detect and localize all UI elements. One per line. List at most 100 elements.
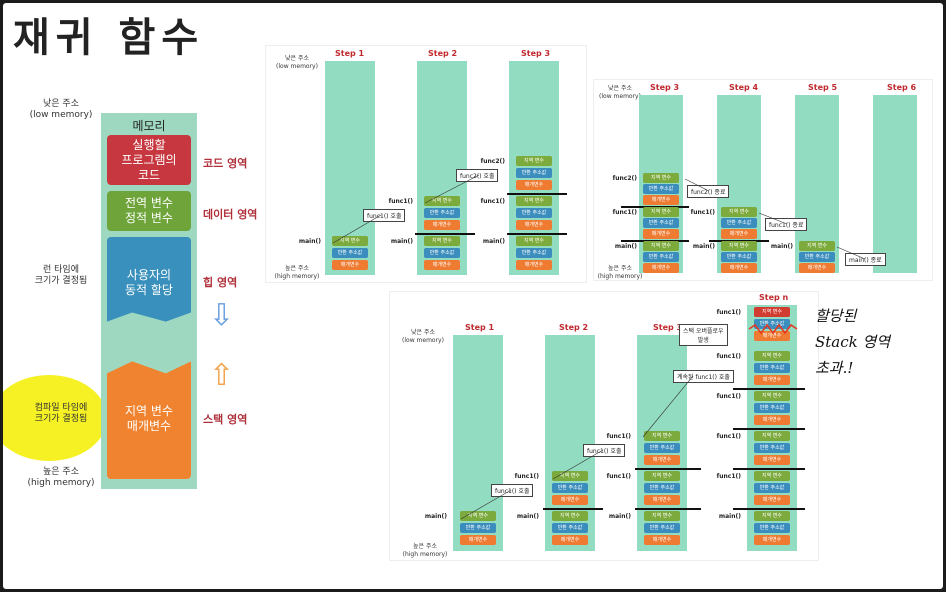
code-segment: 실행할 프로그램의 코드 [107, 135, 191, 185]
panel-b-step-5: Step 5 [808, 83, 838, 92]
func-label-func1: func1() [606, 433, 631, 440]
frame-return: 반환 주소값 [643, 218, 679, 228]
frame-local: 지역 변수 [799, 241, 835, 251]
frame-return: 반환 주소값 [332, 248, 368, 258]
frame-divider [415, 233, 475, 235]
frame-local: 지역 변수 [754, 391, 790, 401]
frame-return: 반환 주소값 [424, 248, 460, 258]
frame-param: 매개변수 [332, 260, 368, 270]
func-label-main: main() [424, 513, 447, 520]
frame-local: 지역 변수 [644, 511, 680, 521]
func-label-func2: func2() [612, 175, 637, 182]
func-label-func1: func1() [690, 209, 715, 216]
func-label-func1: func1() [716, 473, 741, 480]
frame-local: 지역 변수 [643, 207, 679, 217]
call-func1-callout: func1() 호출 [583, 444, 626, 457]
frame-local: 지역 변수 [332, 236, 368, 246]
frame-param: 매개변수 [424, 260, 460, 270]
func-label-func1: func1() [612, 209, 637, 216]
frame-divider [733, 468, 805, 470]
func-label-main: main() [482, 238, 505, 245]
frame-param: 매개변수 [644, 455, 680, 465]
frame-local: 지역 변수 [721, 241, 757, 251]
frame-return: 반환 주소값 [754, 363, 790, 373]
frame-return: 반환 주소값 [552, 523, 588, 533]
frame-local: 지역 변수 [754, 471, 790, 481]
frame-local: 지역 변수 [552, 471, 588, 481]
frame-param: 매개변수 [754, 535, 790, 545]
frame-divider [635, 468, 701, 470]
call-func2-callout: func2() 호출 [456, 169, 499, 182]
frame-local: 지역 변수 [516, 236, 552, 246]
panel-b-step-6: Step 6 [887, 83, 917, 92]
handwritten-note: 할당된 Stack 영역 초과.! [815, 307, 891, 377]
panel-a-high: 높은 주소 (high memory) [274, 265, 320, 280]
frame-param: 매개변수 [644, 495, 680, 505]
frame-return: 반환 주소값 [516, 208, 552, 218]
memory-high-addr: 높은 주소 (high memory) [27, 467, 95, 488]
frame-param: 매개변수 [460, 535, 496, 545]
panel-c-high: 높은 주소 (high memory) [402, 543, 448, 558]
frame-param: 매개변수 [643, 263, 679, 273]
panel-a-step-2: Step 2 [428, 49, 458, 58]
call-func1-callout: func1() 호출 [491, 484, 534, 497]
func-label-func1: func1() [716, 393, 741, 400]
runtime-note: 런 타임에 크기가 결정됨 [34, 265, 88, 286]
frame-param: 매개변수 [516, 180, 552, 190]
panel-b-step-4: Step 4 [729, 83, 759, 92]
frame-param: 매개변수 [516, 220, 552, 230]
frame-return: 반환 주소값 [552, 483, 588, 493]
frame-return: 반환 주소값 [799, 252, 835, 262]
func-label-main: main() [516, 513, 539, 520]
frame-local: 지역 변수 [754, 431, 790, 441]
frame-param: 매개변수 [424, 220, 460, 230]
func-label-func1: func1() [716, 353, 741, 360]
frame-divider [733, 428, 805, 430]
func-label-main: main() [614, 243, 637, 250]
frame-local: 지역 변수 [460, 511, 496, 521]
frame-return: 반환 주소값 [516, 248, 552, 258]
panel-a-low: 낮은 주소 (low memory) [276, 55, 318, 70]
func-label-main: main() [692, 243, 715, 250]
heap-segment: 사용자의 동적 할당 [107, 237, 191, 322]
frame-local: 지역 변수 [552, 511, 588, 521]
frame-local: 지역 변수 [643, 241, 679, 251]
frame-return: 반환 주소값 [754, 443, 790, 453]
end-main-callout: main() 종료 [845, 253, 886, 266]
panel-c-step-2: Step 2 [559, 323, 589, 332]
frame-local: 지역 변수 [644, 431, 680, 441]
frame-local: 지역 변수 [754, 351, 790, 361]
end-func2-callout: func2() 종료 [687, 185, 730, 198]
slide-title: 재귀 함수 [13, 14, 205, 61]
func-label-func1: func1() [716, 433, 741, 440]
func-label-main: main() [298, 238, 321, 245]
frame-param: 매개변수 [754, 495, 790, 505]
heap-grow-arrow-icon: ⇩ [209, 298, 235, 333]
frame-local: 지역 변수 [643, 173, 679, 183]
frame-divider [635, 508, 701, 510]
frame-param: 매개변수 [799, 263, 835, 273]
frame-param: 매개변수 [644, 535, 680, 545]
panel-c-step-1: Step 1 [465, 323, 495, 332]
stack-grow-arrow-icon: ⇧ [209, 358, 235, 393]
frame-return: 반환 주소값 [424, 208, 460, 218]
panel-b-step-3: Step 3 [650, 83, 680, 92]
frame-local: 지역 변수 [754, 511, 790, 521]
repeat-call-callout: 계속된 func1() 호출 [673, 370, 734, 383]
frame-return: 반환 주소값 [460, 523, 496, 533]
frame-return: 반환 주소값 [643, 252, 679, 262]
func-label-main: main() [390, 238, 413, 245]
frame-local: 지역 변수 [644, 471, 680, 481]
frame-return: 반환 주소값 [754, 523, 790, 533]
panel-a-step-3: Step 3 [521, 49, 551, 58]
panel-b-high: 높은 주소 (high memory) [597, 265, 643, 280]
func-label-func2: func2() [480, 158, 505, 165]
frame-param: 매개변수 [516, 260, 552, 270]
frame-return: 반환 주소값 [516, 168, 552, 178]
frame-param: 매개변수 [643, 229, 679, 239]
compile-note: 컴파일 타임에 크기가 결정됨 [34, 403, 88, 424]
frame-divider [507, 233, 567, 235]
frame-divider [733, 508, 805, 510]
frame-return: 반환 주소값 [754, 483, 790, 493]
frame-divider [543, 508, 603, 510]
